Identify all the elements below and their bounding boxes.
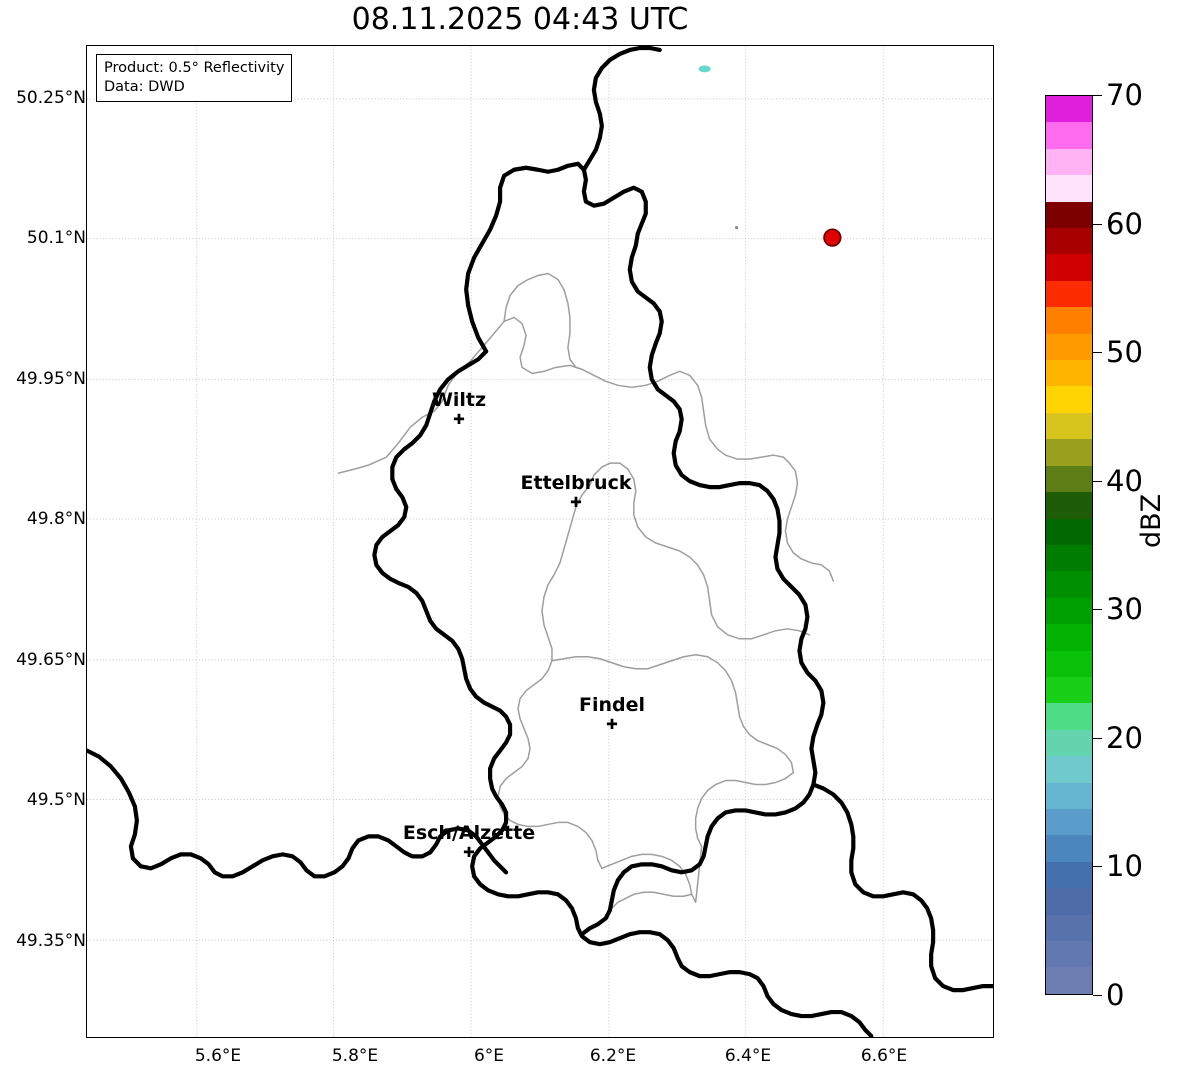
colorbar-band bbox=[1046, 201, 1092, 229]
city-name: Esch/Alzette bbox=[402, 822, 536, 844]
colorbar-band bbox=[1046, 148, 1092, 176]
colorbar-band bbox=[1046, 412, 1092, 440]
city-label-findel: Findel ✚ bbox=[578, 694, 646, 733]
y-tick-label: 49.95°N bbox=[16, 369, 86, 389]
city-marker-icon: ✚ bbox=[570, 495, 582, 511]
colorbar-band bbox=[1046, 782, 1092, 809]
colorbar-band bbox=[1046, 307, 1092, 334]
colorbar-band bbox=[1046, 175, 1092, 202]
colorbar-axis-label: dBZ bbox=[1136, 493, 1167, 548]
colorbar-tick bbox=[1093, 738, 1102, 739]
colorbar-tick-label: 10 bbox=[1106, 849, 1143, 883]
city-name: Wiltz bbox=[431, 389, 487, 411]
colorbar-band bbox=[1046, 914, 1092, 941]
colorbar-band bbox=[1046, 254, 1092, 281]
colorbar-band bbox=[1046, 703, 1092, 730]
colorbar-band bbox=[1046, 861, 1092, 889]
colorbar-tick-label: 20 bbox=[1106, 721, 1143, 755]
city-label-wiltz: Wiltz ✚ bbox=[431, 389, 487, 428]
colorbar-band bbox=[1046, 967, 1092, 994]
page-title: 08.11.2025 04:43 UTC bbox=[351, 2, 689, 37]
colorbar-tick-label: 40 bbox=[1106, 464, 1143, 498]
colorbar-band bbox=[1046, 96, 1092, 123]
colorbar-tick-label: 70 bbox=[1106, 78, 1143, 112]
colorbar-tick bbox=[1093, 609, 1102, 610]
colorbar-band bbox=[1046, 544, 1092, 572]
echo-faint-cyan bbox=[698, 65, 711, 73]
colorbar-band bbox=[1046, 122, 1092, 149]
colorbar-gradient bbox=[1045, 95, 1093, 995]
x-tick-label: 6°E bbox=[473, 1046, 505, 1066]
info-product-line: Product: 0.5° Reflectivity bbox=[104, 60, 285, 76]
x-tick-label: 6.2°E bbox=[589, 1046, 637, 1066]
y-tick-label: 49.65°N bbox=[16, 650, 86, 670]
y-tick-label: 50.1°N bbox=[26, 228, 86, 248]
colorbar-band bbox=[1046, 228, 1092, 255]
colorbar-band bbox=[1046, 729, 1092, 757]
colorbar-band bbox=[1046, 941, 1092, 968]
y-tick-label: 49.8°N bbox=[26, 509, 86, 529]
colorbar-tick bbox=[1093, 866, 1102, 867]
colorbar-band bbox=[1046, 888, 1092, 915]
city-label-ettelbruck: Ettelbruck ✚ bbox=[520, 472, 632, 511]
colorbar-band bbox=[1046, 360, 1092, 387]
city-label-esch-alzette: Esch/Alzette ✚ bbox=[402, 822, 536, 861]
product-info-box: Product: 0.5° Reflectivity Data: DWD bbox=[96, 54, 293, 103]
colorbar-band bbox=[1046, 386, 1092, 413]
colorbar-band bbox=[1046, 518, 1092, 545]
y-tick-label: 49.5°N bbox=[26, 790, 86, 810]
city-name: Ettelbruck bbox=[520, 472, 632, 494]
map-plot-area[interactable]: Product: 0.5° Reflectivity Data: DWD Wil… bbox=[86, 45, 994, 1038]
national-border bbox=[87, 46, 993, 1037]
colorbar-band bbox=[1046, 624, 1092, 651]
colorbar-tick bbox=[1093, 995, 1102, 996]
y-tick-label: 49.35°N bbox=[16, 931, 86, 951]
colorbar-tick-label: 50 bbox=[1106, 335, 1143, 369]
map-canvas bbox=[87, 46, 993, 1037]
colorbar-band bbox=[1046, 280, 1092, 308]
city-name: Findel bbox=[578, 694, 646, 716]
colorbar-band bbox=[1046, 676, 1092, 704]
colorbar-tick-label: 0 bbox=[1106, 978, 1125, 1012]
colorbar-band bbox=[1046, 756, 1092, 783]
colorbar-tick bbox=[1093, 224, 1102, 225]
x-tick-label: 6.6°E bbox=[860, 1046, 908, 1066]
colorbar-band bbox=[1046, 597, 1092, 625]
city-marker-icon: ✚ bbox=[453, 412, 465, 428]
colorbar-band bbox=[1046, 492, 1092, 519]
x-tick-label: 6.4°E bbox=[724, 1046, 772, 1066]
y-tick-label: 50.25°N bbox=[16, 88, 86, 108]
echo-tiny-gray bbox=[734, 226, 739, 230]
colorbar-band bbox=[1046, 333, 1092, 361]
city-marker-icon: ✚ bbox=[463, 845, 475, 861]
colorbar-band bbox=[1046, 571, 1092, 598]
radar-echoes bbox=[698, 65, 842, 247]
echo-strong-red bbox=[823, 228, 842, 247]
colorbar-band bbox=[1046, 808, 1092, 836]
colorbar-band bbox=[1046, 835, 1092, 862]
colorbar-band bbox=[1046, 650, 1092, 677]
colorbar-band bbox=[1046, 439, 1092, 466]
colorbar-band bbox=[1046, 465, 1092, 493]
x-tick-label: 5.8°E bbox=[331, 1046, 379, 1066]
colorbar-tick-label: 30 bbox=[1106, 592, 1143, 626]
city-marker-icon: ✚ bbox=[606, 717, 618, 733]
colorbar-tick-label: 60 bbox=[1106, 207, 1143, 241]
info-data-line: Data: DWD bbox=[104, 78, 185, 95]
x-tick-label: 5.6°E bbox=[194, 1046, 242, 1066]
colorbar-tick bbox=[1093, 481, 1102, 482]
colorbar[interactable]: 70 60 50 40 30 20 10 0 bbox=[1045, 78, 1143, 1012]
colorbar-tick bbox=[1093, 352, 1102, 353]
colorbar-tick bbox=[1093, 95, 1102, 96]
